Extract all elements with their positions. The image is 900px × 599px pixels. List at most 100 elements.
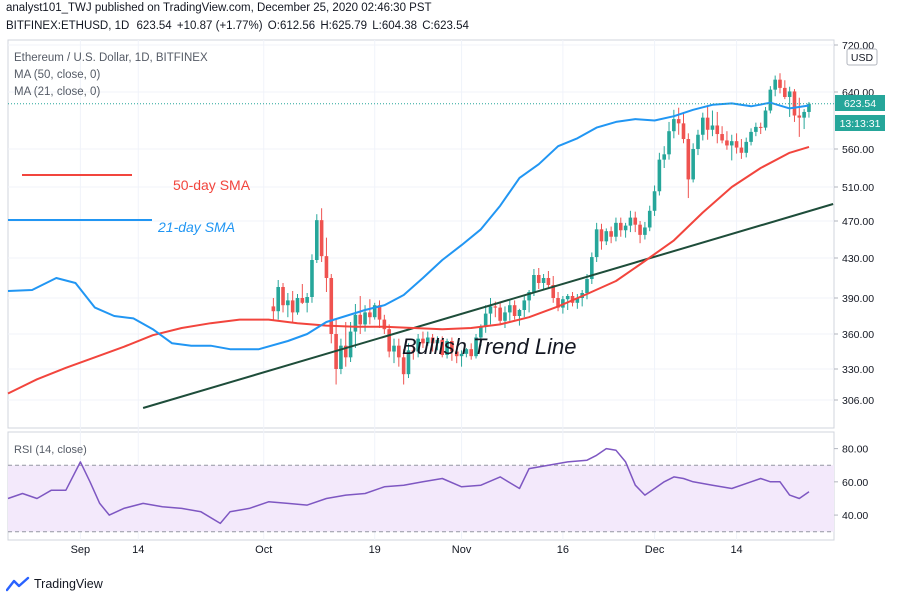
candle-body [295, 298, 300, 313]
ohlc-header: BITFINEX:ETHUSD, 1D 623.54 +10.87 (+1.77… [6, 20, 469, 32]
candle-body [643, 227, 647, 235]
close-value: 623.54 [433, 20, 469, 32]
candle-body [594, 229, 599, 258]
candle-body [633, 217, 638, 225]
rsi-line [7, 447, 810, 525]
candle-body [807, 103, 811, 112]
candle-body [672, 119, 676, 132]
legend-ma21: MA (21, close, 0) [14, 86, 101, 98]
candle-body [483, 313, 488, 327]
candle-body [527, 292, 531, 301]
open-label: O: [267, 20, 280, 32]
rsi-pane: 80.00 60.00 40.00 [7, 444, 868, 533]
candle-body [454, 351, 459, 357]
candle-body [300, 298, 305, 303]
candle-body [609, 231, 613, 237]
time-tick-label: Dec [645, 544, 665, 556]
tradingview-logo-icon [6, 576, 30, 592]
candle-body [281, 287, 285, 306]
price-tick-label: 330.00 [842, 364, 874, 376]
overlay-lines [7, 101, 834, 409]
price-tick-label: 390.00 [842, 293, 874, 305]
time-tick-label: Oct [255, 544, 272, 556]
candle-body [681, 123, 686, 140]
candle-body [498, 307, 502, 321]
price-tick-label: 430.00 [842, 253, 874, 265]
candle-body [353, 314, 358, 332]
candle-body [778, 79, 782, 88]
price-tick-label: 360.00 [842, 329, 874, 341]
last-price-tag-label: 623.54 [844, 98, 876, 110]
legend-ma50: MA (50, close, 0) [14, 69, 101, 81]
low-value: 604.38 [381, 20, 417, 32]
price-tick-label: 306.00 [842, 395, 874, 407]
candle-body [440, 339, 445, 355]
price-tick-label: 510.00 [842, 182, 874, 194]
candle-body [372, 305, 377, 318]
time-tick-label: 16 [557, 544, 569, 556]
candle-body [348, 331, 353, 358]
candle-body [758, 126, 763, 128]
candle-body [744, 141, 749, 153]
candle-body [493, 306, 498, 308]
candle-body [532, 275, 536, 292]
candle-body [329, 278, 334, 334]
candle-body [503, 312, 507, 321]
candle-body [565, 296, 570, 300]
candle-body [290, 300, 295, 313]
candle-body [618, 222, 623, 231]
usd-badge[interactable] [846, 48, 878, 66]
rsi-band [8, 465, 834, 532]
last-price-tag [835, 95, 885, 111]
low-label: L: [372, 20, 382, 32]
rsi-tick-label: 60.00 [842, 477, 868, 489]
candle-body [512, 305, 517, 316]
candle-body [368, 312, 372, 318]
candle-body [546, 278, 551, 285]
candle-body [623, 225, 628, 231]
chart-area[interactable]: 720.00640.00560.00510.00470.00430.00390.… [0, 0, 900, 560]
ma50-line [7, 145, 810, 395]
candle-body [802, 111, 806, 118]
candle-body [551, 285, 556, 298]
candle-body [406, 350, 411, 375]
candle-body [754, 126, 758, 132]
candle-body [710, 125, 715, 130]
candle-body [464, 349, 469, 354]
candle-body [271, 306, 276, 312]
candle-body [411, 350, 416, 352]
candle-body [425, 337, 430, 344]
candle-body [638, 224, 642, 235]
candle-body [435, 339, 440, 344]
candle-body [647, 210, 652, 228]
candle-body [377, 305, 382, 320]
candle-body [392, 345, 396, 352]
candle-body [315, 220, 319, 260]
time-tick-label: 14 [132, 544, 144, 556]
candle-body [536, 275, 541, 283]
candle-body [286, 300, 290, 306]
candle-body [387, 329, 391, 352]
candle-body [310, 260, 314, 297]
candle-body [401, 357, 406, 375]
candle-body [797, 115, 802, 118]
candle-body [715, 125, 720, 135]
candle-body [324, 256, 329, 278]
annotation-21day-sma: 21-day SMA [157, 219, 235, 235]
usd-badge-label: USD [851, 52, 874, 64]
publish-info: analyst101_TWJ published on TradingView.… [6, 2, 432, 14]
candle-body [676, 119, 681, 124]
candle-body [319, 220, 324, 257]
time-tick-label: Sep [71, 544, 91, 556]
candle-body [720, 134, 724, 141]
legend-title: Ethereum / U.S. Dollar, 1D, BITFINEX [14, 52, 208, 64]
price-change: +10.87 (+1.77%) [176, 20, 263, 32]
time-tick-label: Nov [452, 544, 472, 556]
tradingview-logo[interactable]: TradingView [6, 573, 103, 595]
time-axis: Sep 14 Oct 19 Nov 16 Dec 14 [71, 544, 743, 556]
candle-body [479, 326, 483, 338]
candle-body [416, 338, 420, 352]
candle-body [783, 87, 787, 97]
candle-body [339, 345, 343, 369]
candle-body [739, 147, 744, 153]
